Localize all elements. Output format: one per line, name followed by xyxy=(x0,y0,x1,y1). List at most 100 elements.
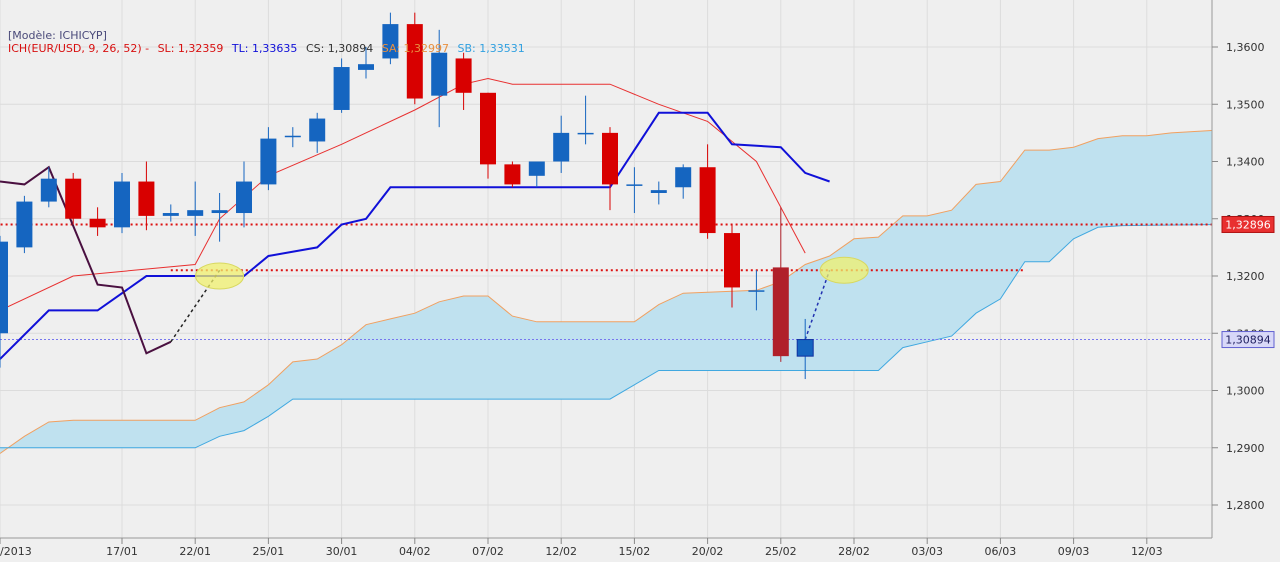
current-price-tag-box xyxy=(1221,331,1275,349)
candle xyxy=(89,207,106,236)
candle xyxy=(528,161,545,188)
candle xyxy=(504,161,521,188)
y-tick-label: 1,3400 xyxy=(1226,156,1265,169)
y-axis: 1,28001,29001,30001,31001,32001,33001,34… xyxy=(1212,41,1265,512)
chikou-line xyxy=(0,165,172,355)
candle xyxy=(382,12,399,65)
legend-sl: SL: 1,32359 xyxy=(157,42,224,55)
legend-sa: SA: 1,32997 xyxy=(381,42,450,55)
x-tick-label: 28/02 xyxy=(838,545,870,558)
y-tick-label: 1,2800 xyxy=(1226,499,1265,512)
candle xyxy=(577,95,594,145)
candle-body xyxy=(675,167,692,188)
price-levels xyxy=(0,223,1212,341)
x-tick-label: 09/03 xyxy=(1058,545,1090,558)
plot-background xyxy=(0,0,1212,538)
candles xyxy=(0,12,814,380)
candle-body xyxy=(650,190,667,193)
current-price-tag: 1,30894 xyxy=(1221,331,1275,349)
highlight-ellipse xyxy=(195,262,245,290)
candle xyxy=(772,207,789,362)
candle xyxy=(333,58,350,113)
candle-body xyxy=(16,201,33,248)
candle xyxy=(455,52,472,110)
legend-tl: TL: 1,33635 xyxy=(231,42,298,55)
candle-body xyxy=(553,132,570,162)
candle xyxy=(650,181,667,205)
candle xyxy=(796,318,814,380)
x-tick-label: 10/01/2013 xyxy=(0,545,32,558)
candle xyxy=(602,127,618,211)
x-tick-label: 25/01 xyxy=(253,545,285,558)
candle xyxy=(138,161,155,231)
current-price-tag-label: 1,30894 xyxy=(1225,334,1271,347)
candle-body xyxy=(724,233,740,288)
y-tick-label: 1,3200 xyxy=(1226,270,1265,283)
candle xyxy=(675,164,692,199)
price-projection xyxy=(804,270,831,340)
candle xyxy=(626,167,643,214)
candle xyxy=(480,92,496,179)
senkou-span-b-line xyxy=(0,224,1221,449)
candle-body xyxy=(260,138,277,185)
senkou-span-a-line xyxy=(0,129,1221,454)
x-tick-label: 12/03 xyxy=(1131,545,1163,558)
highlight-ellipse xyxy=(819,256,869,284)
candle-body xyxy=(455,58,472,93)
candle xyxy=(284,127,301,148)
candle xyxy=(187,181,204,236)
candle xyxy=(236,161,252,228)
legend-model: [Modèle: ICHICYP] xyxy=(8,29,107,42)
candle xyxy=(309,112,326,153)
candle-body xyxy=(236,181,252,214)
candle-body xyxy=(162,213,179,216)
candle-body xyxy=(772,267,789,357)
candle xyxy=(16,195,33,254)
x-tick-label: 12/02 xyxy=(545,545,577,558)
kumo-cloud xyxy=(0,129,1221,454)
cloud-fill xyxy=(0,130,1220,454)
kijun-line xyxy=(0,111,830,360)
candle xyxy=(0,235,8,368)
candle-body xyxy=(382,24,399,59)
y-tick-label: 1,3000 xyxy=(1226,385,1265,398)
x-tick-label: 17/01 xyxy=(106,545,138,558)
legend: [Modèle: ICHICYP] ICH(EUR/USD, 9, 26, 52… xyxy=(8,29,530,55)
candle xyxy=(260,127,277,191)
candle-body xyxy=(748,290,765,292)
candle-body xyxy=(504,164,521,185)
candle-body xyxy=(187,210,204,216)
y-tick-label: 1,2900 xyxy=(1226,442,1265,455)
candle-body xyxy=(89,218,106,228)
candle-body xyxy=(284,135,301,138)
candle xyxy=(211,192,228,242)
candle-body xyxy=(358,64,374,70)
y-axis-panel xyxy=(1212,0,1280,562)
candle-body xyxy=(65,178,82,219)
candle-body xyxy=(602,132,618,185)
x-tick-label: 22/01 xyxy=(179,545,211,558)
candle-body xyxy=(699,167,716,234)
candle xyxy=(553,115,570,173)
legend-sb: SB: 1,33531 xyxy=(457,42,525,55)
x-tick-label: 25/02 xyxy=(765,545,797,558)
x-tick-label: 20/02 xyxy=(692,545,724,558)
x-axis: 10/01/2013 17/01 22/01 25/01 30/01 04/02 07/02… xyxy=(0,538,1163,558)
candle-body xyxy=(0,241,8,334)
candle xyxy=(358,47,374,79)
candle xyxy=(65,172,82,225)
candle-body xyxy=(431,52,448,96)
x-tick-label: 06/03 xyxy=(985,545,1017,558)
x-tick-label: 04/02 xyxy=(399,545,431,558)
y-tick-label: 1,3600 xyxy=(1226,41,1265,54)
candle-body xyxy=(406,24,423,99)
level-price-tag: 1,32896 xyxy=(1221,215,1275,233)
candle xyxy=(724,224,740,308)
candle xyxy=(406,12,423,105)
candle-body xyxy=(333,67,350,110)
level-price-tag-box xyxy=(1221,215,1275,233)
x-tick-label: 07/02 xyxy=(472,545,504,558)
candle-body xyxy=(796,339,814,357)
candle xyxy=(40,167,57,208)
